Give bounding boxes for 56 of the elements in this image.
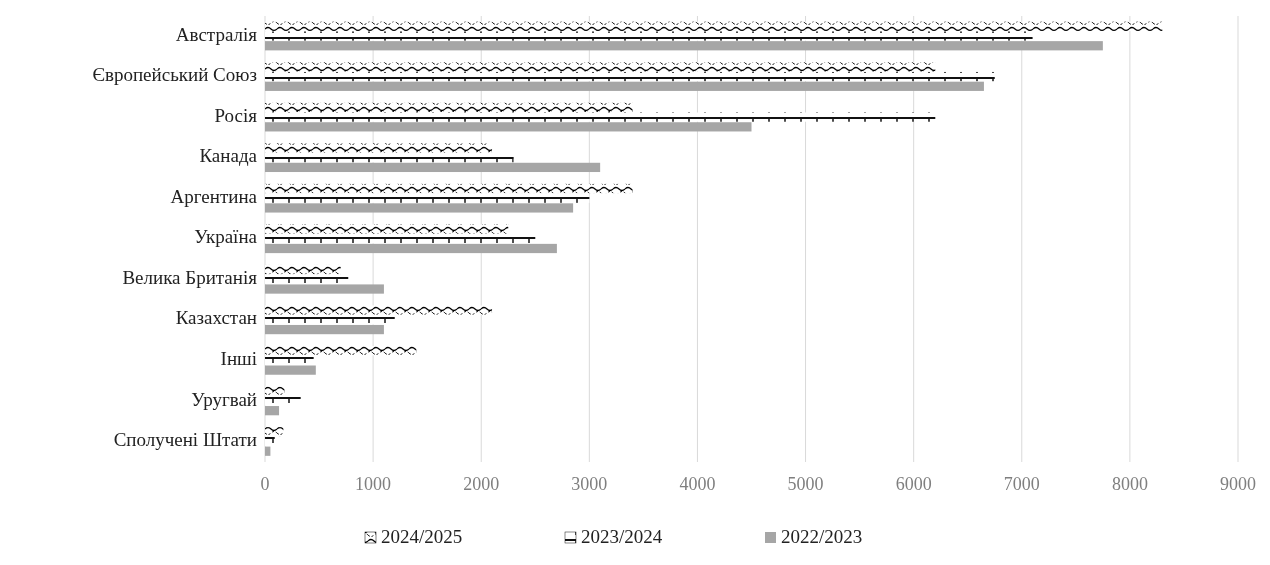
y-tick-label: Канада xyxy=(199,145,258,167)
y-tick-label: Уругвай xyxy=(191,388,257,410)
x-tick-label: 0 xyxy=(260,474,270,494)
bar xyxy=(265,224,509,234)
x-tick-label: 1000 xyxy=(355,474,392,494)
bar xyxy=(265,41,1103,51)
bar xyxy=(265,346,417,356)
bar xyxy=(265,81,984,91)
bar xyxy=(265,234,536,244)
bar xyxy=(265,406,280,416)
legend-label: 2022/2023 xyxy=(781,526,863,548)
bar xyxy=(265,203,574,213)
bar xyxy=(265,193,590,203)
y-tick-label: Австралія xyxy=(175,23,258,45)
y-tick-label: Аргентина xyxy=(170,185,258,207)
bar xyxy=(265,315,395,325)
bar xyxy=(265,324,384,335)
x-tick-label: 5000 xyxy=(787,474,824,494)
bar xyxy=(265,122,752,132)
bar xyxy=(265,102,633,113)
y-tick-label: Україна xyxy=(194,226,258,248)
legend-label: 2024/2025 xyxy=(381,526,463,548)
x-tick-label: 6000 xyxy=(895,474,932,494)
bar xyxy=(265,386,285,396)
y-tick-label: Казахстан xyxy=(175,307,257,329)
bar xyxy=(265,284,384,294)
x-tick-label: 3000 xyxy=(571,474,608,494)
bar xyxy=(265,71,995,82)
bar xyxy=(265,446,271,456)
bar xyxy=(265,436,275,447)
y-tick-label: Інші xyxy=(220,348,257,369)
bar xyxy=(265,427,284,437)
bar xyxy=(265,274,349,284)
bar xyxy=(265,355,314,366)
x-tick-label: 7000 xyxy=(1003,474,1040,494)
bar xyxy=(265,153,514,163)
y-tick-label: Росія xyxy=(214,104,258,126)
bar xyxy=(265,365,316,375)
bar xyxy=(265,143,493,153)
bar xyxy=(265,112,936,122)
bar xyxy=(265,243,557,254)
bar xyxy=(265,162,601,173)
x-tick-label: 4000 xyxy=(679,474,716,494)
y-tick-label: Сполучені Штати xyxy=(113,429,257,451)
legend-label: 2023/2024 xyxy=(581,526,663,548)
bar xyxy=(265,183,633,194)
x-tick-label: 2000 xyxy=(463,474,500,494)
bar xyxy=(265,305,493,315)
y-tick-label: Велика Британія xyxy=(122,266,258,288)
bar xyxy=(265,264,341,275)
x-tick-label: 9000 xyxy=(1220,474,1256,494)
bar xyxy=(265,31,1033,41)
y-tick-label: Європейський Союз xyxy=(92,64,257,86)
x-tick-label: 8000 xyxy=(1111,474,1148,494)
bar xyxy=(265,62,936,72)
bar xyxy=(265,21,1163,31)
